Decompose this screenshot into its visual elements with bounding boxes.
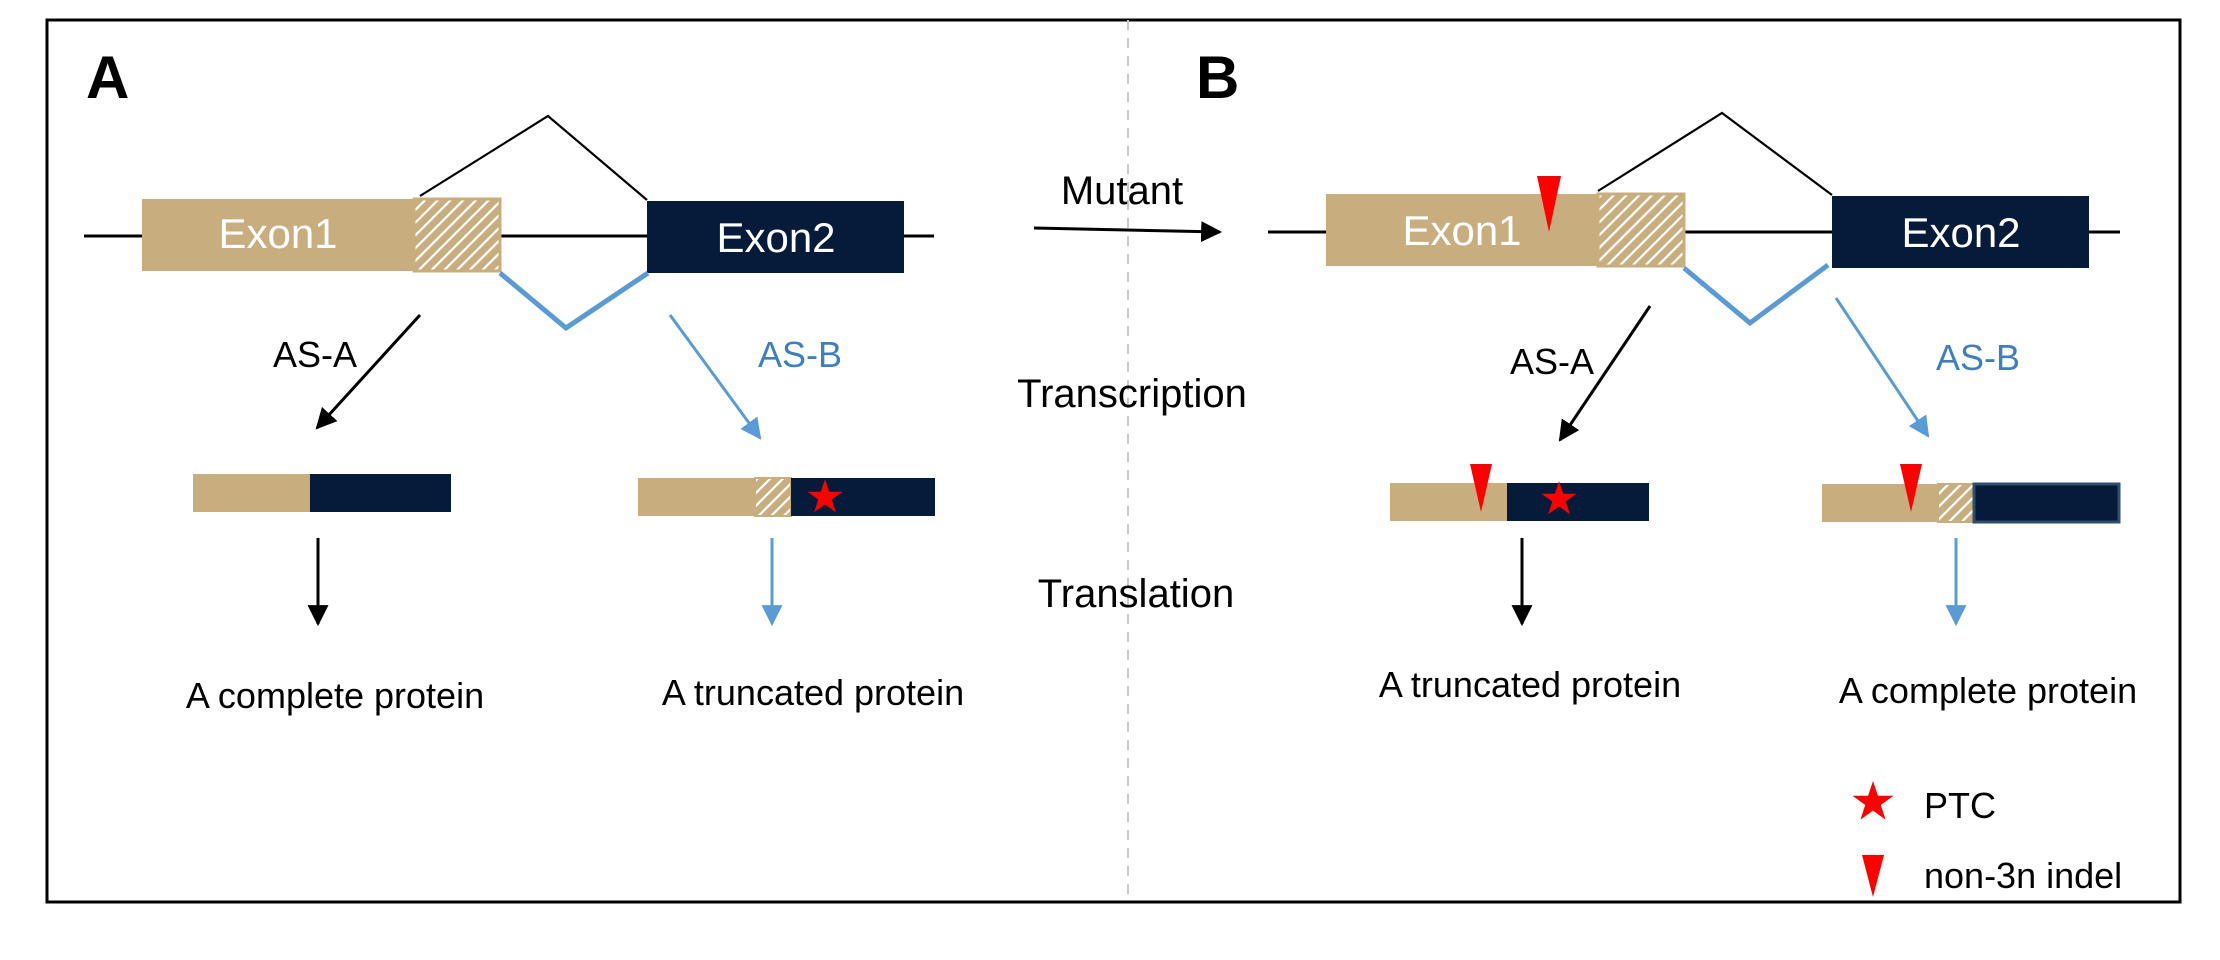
exon1-block-a — [142, 199, 414, 271]
mutant-label: Mutant — [1061, 169, 1183, 213]
legend-indel-label: non-3n indel — [1924, 855, 2122, 896]
transcript-as-b-exon1-a — [638, 478, 755, 516]
translation-label: Translation — [1038, 572, 1234, 616]
exon2-block-b — [1832, 196, 2089, 268]
ptc-star-icon-b — [1541, 481, 1577, 515]
as-a-label-a: AS-A — [273, 334, 357, 375]
result-left-a: A complete protein — [186, 675, 484, 716]
splice-junction-a-blue — [498, 270, 650, 332]
exon2-block-a — [647, 201, 904, 273]
splice-junction-b-blue — [1682, 262, 1830, 327]
result-left-b: A truncated protein — [1379, 664, 1681, 705]
indel-triangle-icon-transcript-left-b — [1470, 464, 1492, 512]
outer-frame — [45, 18, 2182, 904]
exon1-hatched-a — [412, 197, 502, 273]
panel-a-letter: A — [86, 44, 129, 111]
splice-junction-a-black — [419, 114, 648, 201]
as-b-label-a: AS-B — [758, 334, 842, 375]
transcript-as-a-exon2-b — [1507, 483, 1649, 521]
transcript-as-a-exon1-b — [1390, 483, 1507, 521]
as-b-label-b: AS-B — [1936, 337, 2020, 378]
exon2-label-a: Exon2 — [716, 214, 835, 261]
transcription-label: Transcription — [1017, 372, 1247, 416]
panel-b: B Exon1 Exon2 AS-A AS-B A truncated prot — [1196, 44, 2137, 711]
transcript-as-b-exon2-a — [791, 478, 935, 516]
splice-junction-b-black — [1597, 111, 1833, 196]
indel-triangle-icon-transcript-right-b — [1900, 464, 1922, 512]
arrow-as-b-panel-a — [668, 314, 762, 440]
transcript-as-b-exon1-b — [1822, 484, 1938, 522]
panel-b-letter: B — [1196, 44, 1239, 111]
exon2-label-b: Exon2 — [1901, 209, 2020, 256]
center-labels: Mutant Transcription Translation — [1017, 169, 1247, 616]
exon1-hatched-b — [1596, 192, 1686, 268]
mutant-arrow — [1033, 221, 1223, 243]
transcript-as-b-hatched-b — [1937, 483, 1975, 523]
arrow-as-b-panel-b — [1834, 297, 1930, 438]
ptc-star-icon-a — [807, 479, 843, 513]
arrow-as-a-panel-b — [1558, 305, 1652, 442]
exon1-label-b: Exon1 — [1402, 207, 1521, 254]
legend-triangle-down-icon — [1862, 855, 1884, 897]
legend-star-icon — [1852, 781, 1894, 820]
legend: PTC non-3n indel — [1852, 781, 2122, 897]
arrow-as-a-panel-a — [315, 313, 422, 430]
transcript-as-b-exon2-b — [1972, 482, 2121, 524]
result-right-b: A complete protein — [1839, 670, 2137, 711]
legend-ptc-label: PTC — [1924, 785, 1996, 826]
result-right-a: A truncated protein — [662, 672, 964, 713]
as-a-label-b: AS-A — [1510, 341, 1594, 382]
transcript-as-b-hatched-a — [754, 477, 792, 517]
panel-a: A Exon1 Exon2 AS-A AS-B A complete prote… — [84, 44, 964, 716]
transcript-as-a-exon2-a — [310, 474, 451, 512]
exon1-label-a: Exon1 — [218, 210, 337, 257]
indel-triangle-icon-exon1-b — [1537, 176, 1561, 232]
transcript-as-a-exon1-a — [193, 474, 310, 512]
